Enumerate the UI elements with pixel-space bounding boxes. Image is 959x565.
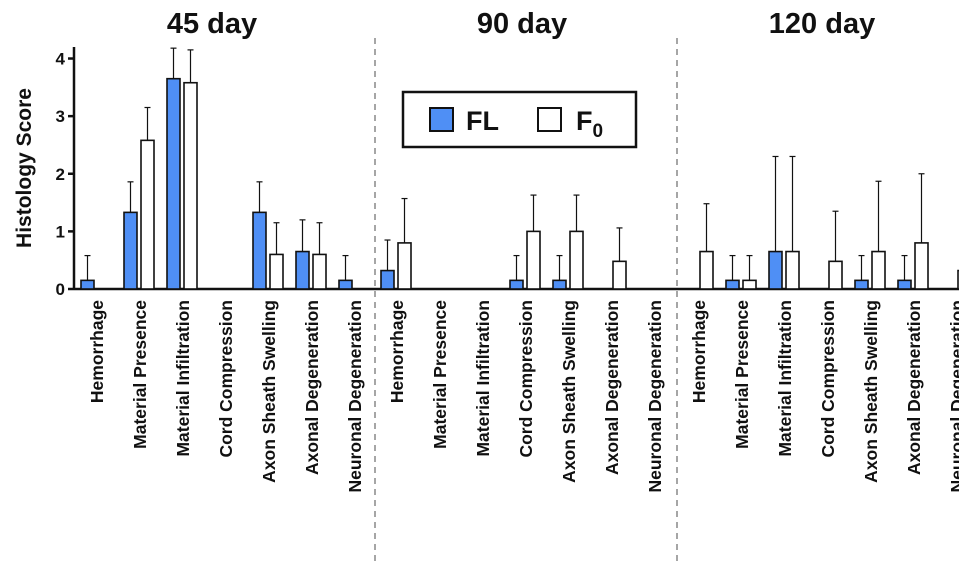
category-label: Cord Compression	[818, 300, 838, 458]
category-label: Material Presence	[130, 300, 150, 449]
category-label: Axonal Degeneration	[602, 300, 622, 475]
y-tick-label: 4	[56, 50, 66, 69]
bar-fl	[553, 280, 566, 289]
y-tick-label: 1	[56, 222, 65, 241]
category-label: Material Presence	[732, 300, 752, 449]
category-label: Cord Compression	[516, 300, 536, 458]
bar-f0	[184, 83, 197, 289]
bar-f0	[270, 254, 283, 289]
bars	[81, 48, 959, 289]
bar-fl	[167, 79, 180, 289]
category-label: Cord Compression	[216, 300, 236, 458]
bar-f0	[527, 231, 540, 289]
category-label: Axonal Degeneration	[302, 300, 322, 475]
y-axis-title: Histology Score	[13, 88, 36, 248]
y-tick-label: 2	[56, 165, 65, 184]
legend-label-fl: FL	[466, 106, 499, 136]
category-label: Neuronal Degeneration	[345, 300, 365, 493]
legend-swatch-f0	[538, 108, 561, 131]
category-label: Material Infiltration	[775, 300, 795, 457]
bar-fl	[726, 280, 739, 289]
bar-fl	[339, 280, 352, 289]
bar-fl	[898, 280, 911, 289]
category-label: Hemorrhage	[387, 300, 407, 403]
y-tick-label: 3	[56, 107, 65, 126]
bar-f0	[570, 231, 583, 289]
category-label: Axonal Degeneration	[904, 300, 924, 475]
bar-f0	[613, 261, 626, 289]
bar-fl	[769, 252, 782, 289]
category-label: Hemorrhage	[87, 300, 107, 403]
bar-f0	[700, 252, 713, 289]
bar-f0	[398, 243, 411, 289]
category-labels: Hemorrhage Material Presence Material Infi…	[87, 300, 959, 493]
bar-fl	[124, 212, 137, 289]
legend: FL F0	[403, 92, 636, 147]
bar-f0	[915, 243, 928, 289]
panel-title: 120 day	[769, 8, 875, 40]
bar-f0	[313, 254, 326, 289]
bar-fl	[855, 280, 868, 289]
category-label: Axon Sheath Swelling	[861, 300, 881, 483]
bar-f0	[141, 140, 154, 289]
bar-fl	[81, 280, 94, 289]
category-label: Neuronal Degeneration	[947, 300, 959, 493]
category-label: Axon Sheath Swelling	[259, 300, 279, 483]
legend-swatch-fl	[430, 108, 453, 131]
category-label: Material Infiltration	[173, 300, 193, 457]
bar-f0	[872, 252, 885, 289]
category-label: Material Infiltration	[473, 300, 493, 457]
panel-title: 45 day	[167, 8, 257, 40]
panel-titles: 45 day 90 day 120 day	[167, 8, 875, 40]
panel-title: 90 day	[477, 8, 567, 40]
bar-f0	[786, 252, 799, 289]
category-label: Axon Sheath Swelling	[559, 300, 579, 483]
bar-fl	[296, 252, 309, 289]
bar-fl	[381, 271, 394, 289]
category-label: Material Presence	[430, 300, 450, 449]
bar-f0	[829, 261, 842, 289]
bar-fl	[253, 212, 266, 289]
y-axis: Histology Score	[13, 47, 959, 289]
y-tick-label: 0	[56, 280, 65, 299]
bar-fl	[510, 280, 523, 289]
category-label: Hemorrhage	[689, 300, 709, 403]
y-tick-labels: 0 1 2 3 4	[56, 50, 74, 299]
bar-f0	[743, 280, 756, 289]
category-label: Neuronal Degeneration	[645, 300, 665, 493]
